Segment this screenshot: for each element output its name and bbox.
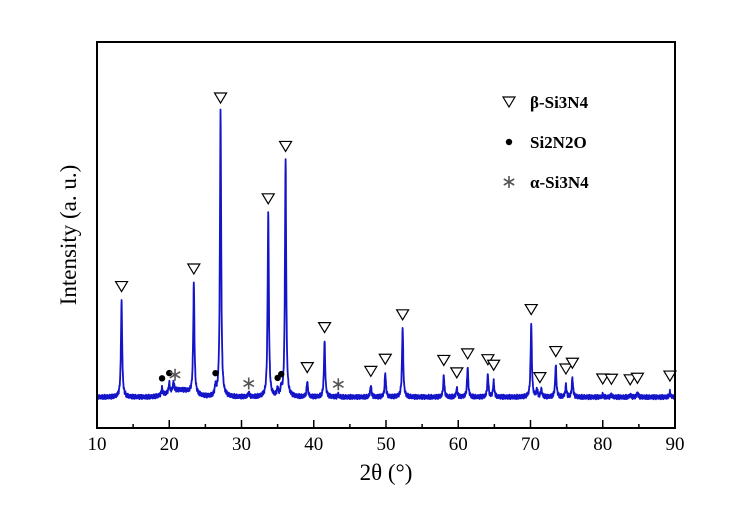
star-stroke (503, 178, 515, 186)
triangle-marker-icon (604, 373, 619, 386)
y-axis-title: Intensity (a. u.) (56, 165, 81, 306)
triangle-marker-icon (501, 96, 517, 109)
dot-marker-icon (505, 138, 513, 146)
triangle-marker-icon (595, 373, 610, 386)
x-tick-label: 30 (232, 434, 251, 455)
x-tick-label: 40 (304, 434, 323, 455)
x-tick-label: 60 (449, 434, 468, 455)
x-axis: 10 20 30 40 50 60 70 80 90 (88, 420, 685, 455)
star-marker-icon (503, 176, 515, 188)
x-tick-label: 80 (593, 434, 612, 455)
legend-label: α-Si3N4 (530, 173, 589, 192)
triangle-marker-icon (278, 140, 293, 153)
xrd-series-line (96, 108, 676, 401)
star-stroke (169, 371, 181, 379)
triangle-marker-icon (186, 263, 201, 276)
phase-markers (114, 92, 678, 391)
legend-label: β-Si3N4 (530, 93, 589, 112)
star-stroke (332, 380, 344, 388)
dot-marker-icon (212, 369, 219, 377)
triangle-marker-icon (532, 372, 547, 384)
legend-symbol (501, 96, 517, 109)
legend: β-Si3N4 Si2N2O α-Si3N4 (501, 93, 589, 192)
x-tick-label: 70 (521, 434, 540, 455)
legend-symbol (505, 138, 513, 146)
x-tick-label: 10 (88, 434, 107, 455)
triangle-marker-icon (486, 359, 501, 372)
triangle-marker-icon (630, 372, 645, 385)
legend-label: Si2N2O (530, 133, 587, 152)
triangle-marker-icon (114, 280, 129, 293)
triangle-marker-icon (395, 309, 410, 321)
x-tick-label: 50 (377, 434, 396, 455)
triangle-marker-icon (558, 363, 573, 376)
triangle-marker-icon (548, 345, 563, 358)
axes-frame (96, 41, 676, 429)
x-tick-label: 20 (160, 434, 179, 455)
star-marker-icon (332, 378, 344, 391)
triangle-marker-icon (460, 348, 475, 361)
x-tick-label: 90 (666, 434, 685, 455)
legend-item: β-Si3N4 (501, 93, 589, 112)
legend-symbol (503, 176, 515, 188)
legend-item: α-Si3N4 (503, 173, 589, 192)
triangle-marker-icon (436, 354, 451, 367)
triangle-marker-icon (524, 303, 539, 316)
triangle-marker-icon (317, 321, 332, 334)
star-marker-icon (243, 377, 255, 390)
star-stroke (243, 379, 255, 388)
triangle-marker-icon (662, 370, 678, 383)
dot-marker-icon (278, 370, 285, 378)
triangle-marker-icon (449, 367, 464, 380)
triangle-marker-icon (363, 365, 378, 378)
legend-item: Si2N2O (505, 133, 587, 152)
plot-area (96, 108, 676, 401)
triangle-marker-icon (261, 193, 276, 205)
triangle-marker-icon (565, 357, 580, 370)
x-axis-title: 2θ (°) (360, 460, 413, 485)
triangle-marker-icon (213, 92, 228, 105)
star-marker-icon (169, 368, 181, 381)
triangle-marker-icon (378, 353, 393, 366)
dot-marker-icon (158, 375, 166, 382)
triangle-marker-icon (300, 361, 315, 374)
